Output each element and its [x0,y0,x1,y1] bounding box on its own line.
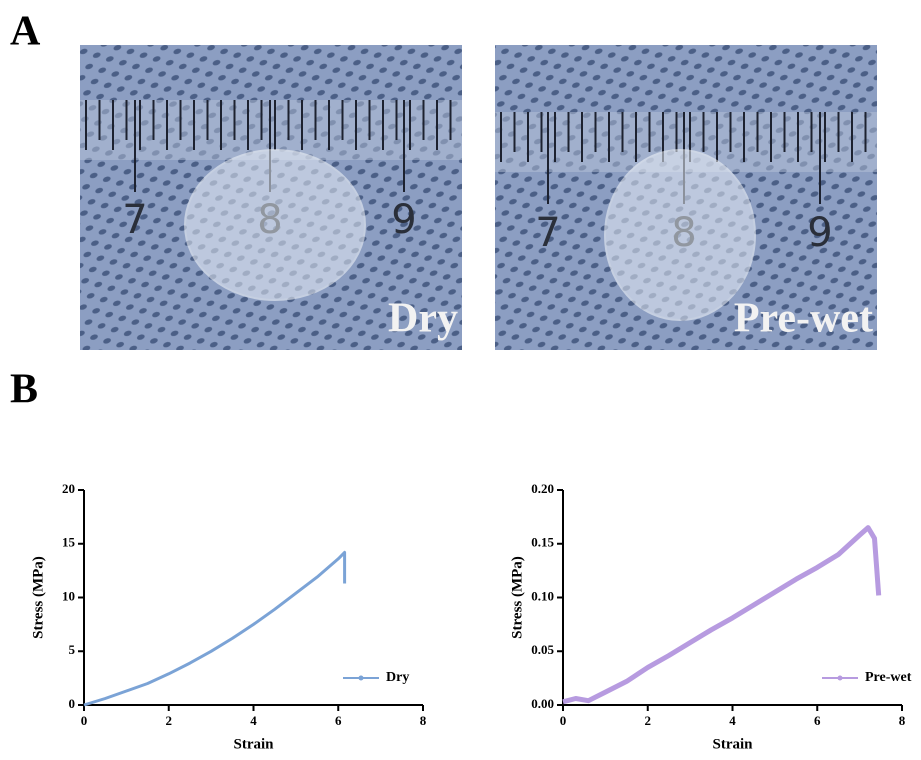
data-line [83,550,347,707]
y-tick-label: 0.10 [531,588,554,603]
panel-label: B [10,367,38,413]
x-tick-label: 6 [335,713,342,728]
ruler-number: 9 [807,210,832,256]
x-tick-label: 8 [899,713,906,728]
x-tick-label: 4 [250,713,257,728]
x-tick-label: 8 [420,713,427,728]
y-tick-label: 15 [62,535,76,550]
y-tick-label: 0.15 [531,535,554,550]
y-axis-label: Stress (MPa) [509,556,525,639]
x-tick-label: 2 [645,713,652,728]
sample [604,149,756,321]
photo-caption: Pre-wet [734,296,873,342]
x-tick-label: 0 [560,713,567,728]
y-tick-label: 0.20 [531,481,554,496]
y-tick-label: 0.00 [531,696,554,711]
x-tick-label: 0 [81,713,88,728]
photo-caption: Dry [388,296,458,342]
y-tick-label: 10 [62,588,75,603]
ruler-number: 7 [535,210,560,256]
x-tick-label: 4 [729,713,736,728]
y-tick-label: 5 [69,642,76,657]
legend-label: Pre-wet [865,670,912,685]
y-tick-label: 0.05 [531,642,554,657]
sample [184,149,366,301]
y-axis-label: Stress (MPa) [30,556,46,639]
y-tick-label: 20 [62,481,75,496]
ruler-number: 7 [122,197,147,243]
x-axis-label: Strain [712,736,753,752]
y-tick-label: 0 [69,696,76,711]
legend-label: Dry [386,670,409,685]
panel-label: A [10,9,41,55]
legend-marker [358,675,364,681]
x-tick-label: 2 [166,713,173,728]
data-line [562,525,882,705]
legend-marker [837,675,843,681]
x-tick-label: 6 [814,713,821,728]
ruler-number: 9 [391,197,416,243]
x-axis-label: Strain [233,736,274,752]
